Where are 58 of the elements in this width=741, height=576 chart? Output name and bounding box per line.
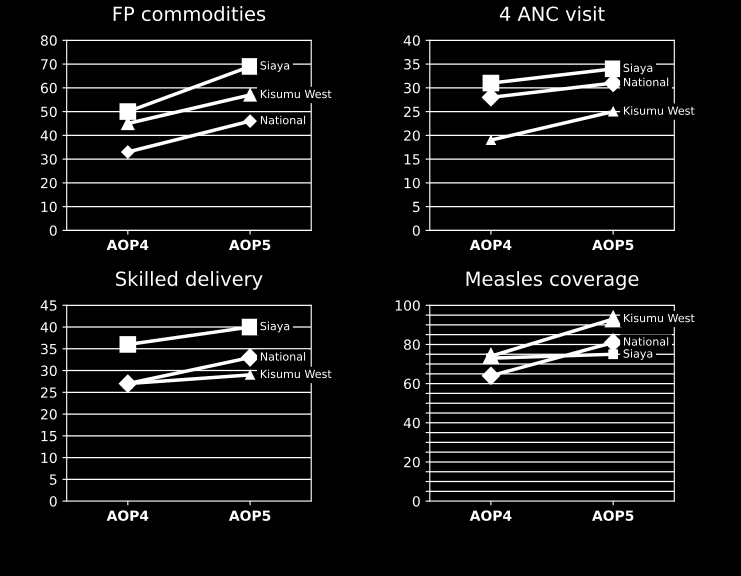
y-tick-label: 10	[404, 178, 420, 188]
series-label: Kisumu West	[260, 370, 332, 378]
series-label: Siaya	[624, 63, 652, 74]
y-tick-label: 45	[40, 300, 56, 311]
y-tick-label: 5	[412, 202, 420, 212]
y-tick-label: 0	[50, 496, 57, 507]
series-label: Siaya	[260, 322, 290, 332]
series-label: Siaya	[260, 61, 290, 72]
y-tick-label: 35	[404, 59, 420, 70]
x-tick-label: AOP4	[470, 510, 512, 521]
y-tick-label: 100	[396, 300, 420, 311]
chart-title: 4 ANC visit	[500, 6, 605, 22]
x-tick-label: AOP5	[592, 510, 634, 521]
x-tick-label: AOP5	[228, 240, 270, 250]
y-tick-label: 50	[41, 106, 57, 118]
y-tick-label: 20	[404, 130, 420, 141]
y-tick-label: 20	[41, 178, 57, 188]
y-tick-label: 70	[41, 59, 57, 70]
chart-title: Skilled delivery	[116, 271, 263, 290]
y-tick-label: 15	[42, 430, 56, 442]
series-label: Siaya	[624, 349, 652, 360]
y-tick-label: 30	[41, 366, 57, 376]
y-tick-label: 35	[41, 344, 56, 354]
y-tick-label: 30	[41, 154, 57, 165]
y-tick-label: 40	[40, 130, 57, 141]
y-tick-label: 60	[40, 82, 57, 94]
x-tick-label: AOP4	[106, 510, 148, 521]
y-tick-label: 0	[50, 225, 57, 236]
y-tick-label: 10	[42, 202, 57, 212]
series-label: Kisumu West	[260, 90, 332, 98]
x-tick-label: AOP4	[106, 240, 148, 250]
chart-title: Measles coverage	[466, 271, 638, 290]
y-tick-label: 5	[50, 474, 56, 485]
y-tick-label: 20	[404, 456, 420, 468]
series-label: Kisumu West	[624, 314, 695, 322]
y-tick-label: 20	[41, 409, 57, 420]
series-label: National	[260, 352, 306, 361]
y-tick-label: 30	[404, 82, 420, 94]
series-label: Kisumu West	[624, 106, 695, 115]
x-tick-label: AOP5	[592, 240, 634, 250]
series-label: National	[260, 116, 306, 124]
y-tick-label: 0	[412, 225, 420, 236]
x-tick-label: AOP4	[470, 240, 512, 250]
y-tick-label: 0	[412, 496, 420, 507]
y-tick-label: 40	[40, 322, 57, 333]
y-tick-label: 25	[404, 106, 420, 118]
series-label: National	[624, 337, 668, 346]
y-tick-label: 40	[404, 418, 420, 428]
y-tick-label: 80	[40, 35, 57, 46]
y-tick-label: 10	[42, 452, 57, 464]
x-tick-label: AOP5	[228, 510, 270, 521]
y-tick-label: 80	[404, 339, 420, 350]
series-label: National	[624, 78, 668, 86]
chart-title: FP commodities	[114, 6, 266, 22]
y-tick-label: 25	[41, 387, 56, 398]
y-tick-label: 15	[404, 154, 420, 165]
y-tick-label: 60	[404, 378, 420, 390]
y-tick-label: 40	[404, 35, 420, 46]
